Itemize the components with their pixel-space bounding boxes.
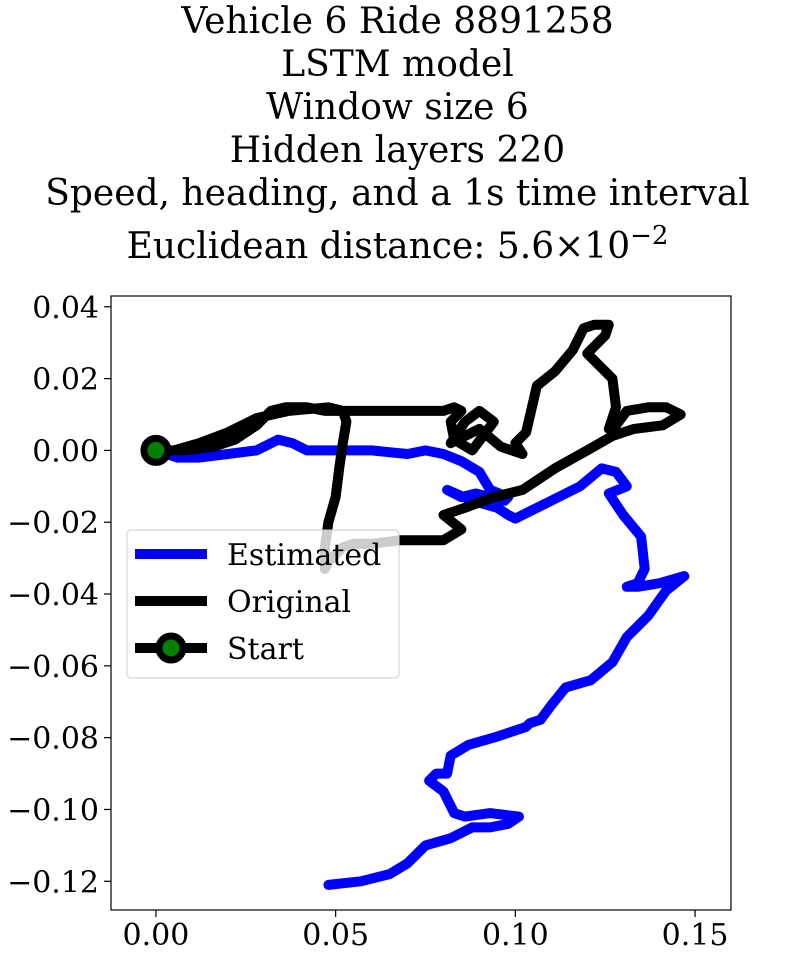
- y-tick-label: −0.06: [7, 650, 99, 685]
- axes-layer: 0.00 0.05 0.10 0.15 0.04 0.02 0.00 −0.02 −0.04 −0…: [7, 291, 728, 953]
- x-tick-label: 0.05: [302, 918, 369, 953]
- x-tick-label: 0.15: [662, 918, 729, 953]
- y-tick-label: −0.10: [7, 793, 99, 828]
- y-tick-label: −0.02: [7, 506, 99, 541]
- title-line-metric: Euclidean distance: 5.6×10−2: [0, 215, 795, 268]
- plot-frame: [110, 295, 732, 911]
- y-tick-label: 0.02: [32, 363, 99, 398]
- y-tick-label: −0.04: [7, 578, 99, 613]
- title-line-window-size: Window size 6: [266, 87, 529, 128]
- series-line-estimated: [150, 434, 690, 890]
- title-line-vehicle-ride: Vehicle 6 Ride 8891258: [181, 1, 614, 42]
- metric-exponent: −2: [630, 221, 669, 251]
- metric-label: Euclidean distance:: [126, 226, 497, 267]
- chart-title: Vehicle 6 Ride 8891258 LSTM model Window…: [0, 0, 795, 268]
- metric-times: ×: [554, 226, 585, 267]
- legend-label: Estimated: [227, 538, 381, 573]
- x-tick-label: 0.10: [482, 918, 549, 953]
- legend: Estimated Original Start: [126, 529, 400, 679]
- legend-label: Original: [227, 585, 351, 620]
- title-line-model: LSTM model: [281, 44, 514, 85]
- y-tick-label: −0.12: [7, 865, 99, 900]
- title-line-hidden-layers: Hidden layers 220: [229, 130, 566, 171]
- metric-base: 10: [584, 226, 631, 267]
- title-line-features: Speed, heading, and a 1s time interval: [45, 173, 750, 214]
- y-tick-label: 0.04: [32, 291, 99, 326]
- y-tick-label: 0.00: [32, 434, 99, 469]
- legend-start-marker: [155, 632, 187, 664]
- legend-label: Start: [227, 632, 304, 667]
- x-tick-label: 0.00: [123, 918, 190, 953]
- y-tick-label: −0.08: [7, 722, 99, 757]
- start-marker: [140, 434, 172, 466]
- legend-box: [126, 529, 400, 679]
- metric-mantissa: 5.6: [496, 226, 555, 267]
